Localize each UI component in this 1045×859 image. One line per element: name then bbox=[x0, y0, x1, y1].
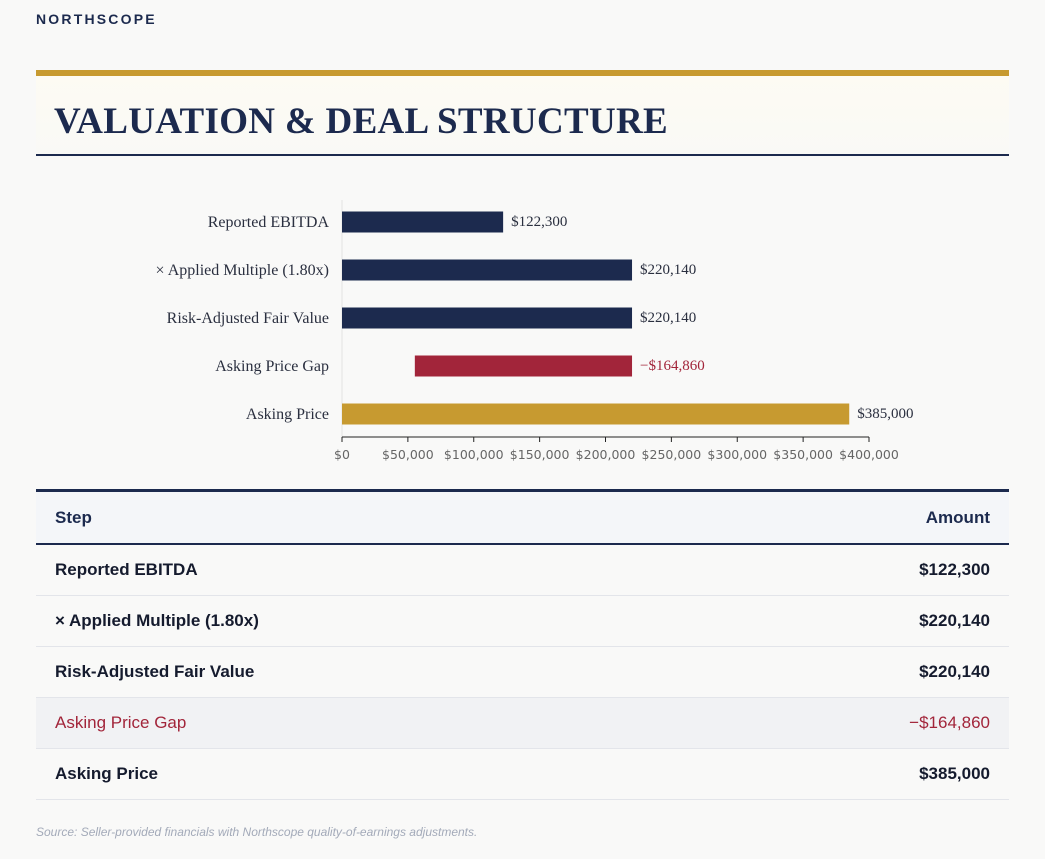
category-label: Reported EBITDA bbox=[208, 214, 330, 231]
category-label: Risk-Adjusted Fair Value bbox=[167, 310, 329, 327]
column-header-step: Step bbox=[55, 507, 92, 527]
x-tick-label: $250,000 bbox=[642, 447, 702, 462]
step-cell: × Applied Multiple (1.80x) bbox=[55, 611, 259, 630]
table-row: Risk-Adjusted Fair Value $220,140 bbox=[36, 647, 1009, 698]
x-tick-label: $200,000 bbox=[576, 447, 636, 462]
amount-cell: $220,140 bbox=[919, 662, 990, 681]
table-row: Asking Price $385,000 bbox=[36, 749, 1009, 800]
step-cell: Reported EBITDA bbox=[55, 560, 198, 579]
table-row: × Applied Multiple (1.80x) $220,140 bbox=[36, 596, 1009, 647]
bar bbox=[414, 355, 633, 377]
data-label: $220,140 bbox=[640, 262, 696, 278]
category-label: × Applied Multiple (1.80x) bbox=[156, 262, 329, 279]
bar bbox=[342, 403, 850, 425]
table-row: Reported EBITDA $122,300 bbox=[36, 545, 1009, 596]
step-cell: Risk-Adjusted Fair Value bbox=[55, 662, 255, 681]
amount-cell: −$164,860 bbox=[909, 713, 990, 732]
page-title: VALUATION & DEAL STRUCTURE bbox=[54, 101, 668, 142]
category-label: Asking Price bbox=[246, 406, 329, 423]
data-label: $122,300 bbox=[511, 214, 567, 230]
bar bbox=[342, 211, 504, 233]
category-label: Asking Price Gap bbox=[215, 358, 329, 375]
data-label: $220,140 bbox=[640, 310, 696, 326]
data-label: −$164,860 bbox=[640, 358, 705, 374]
x-tick-label: $0 bbox=[334, 447, 350, 462]
bar bbox=[342, 259, 633, 281]
title-banner: VALUATION & DEAL STRUCTURE bbox=[36, 70, 1009, 156]
x-tick-label: $100,000 bbox=[444, 447, 504, 462]
brand-logo-text: NORTHSCOPE bbox=[36, 11, 157, 27]
x-tick-label: $400,000 bbox=[839, 447, 899, 462]
bar bbox=[342, 307, 633, 329]
amount-cell: $122,300 bbox=[919, 560, 990, 579]
data-label: $385,000 bbox=[857, 406, 913, 422]
table-header-row: Step Amount bbox=[36, 492, 1009, 545]
column-header-amount: Amount bbox=[925, 507, 990, 527]
x-tick-label: $150,000 bbox=[510, 447, 570, 462]
x-tick-label: $50,000 bbox=[382, 447, 434, 462]
x-tick-label: $350,000 bbox=[773, 447, 833, 462]
step-cell: Asking Price Gap bbox=[55, 713, 187, 732]
waterfall-bar-chart: Reported EBITDA $122,300 × Applied Multipl… bbox=[156, 200, 913, 462]
valuation-table: Step Amount Reported EBITDA $122,300 × A… bbox=[36, 489, 1009, 800]
x-tick-label: $300,000 bbox=[707, 447, 767, 462]
step-cell: Asking Price bbox=[55, 764, 158, 783]
amount-cell: $385,000 bbox=[919, 764, 990, 783]
source-note: Source: Seller-provided financials with … bbox=[36, 825, 478, 839]
table-row-gap: Asking Price Gap −$164,860 bbox=[36, 698, 1009, 749]
amount-cell: $220,140 bbox=[919, 611, 990, 630]
